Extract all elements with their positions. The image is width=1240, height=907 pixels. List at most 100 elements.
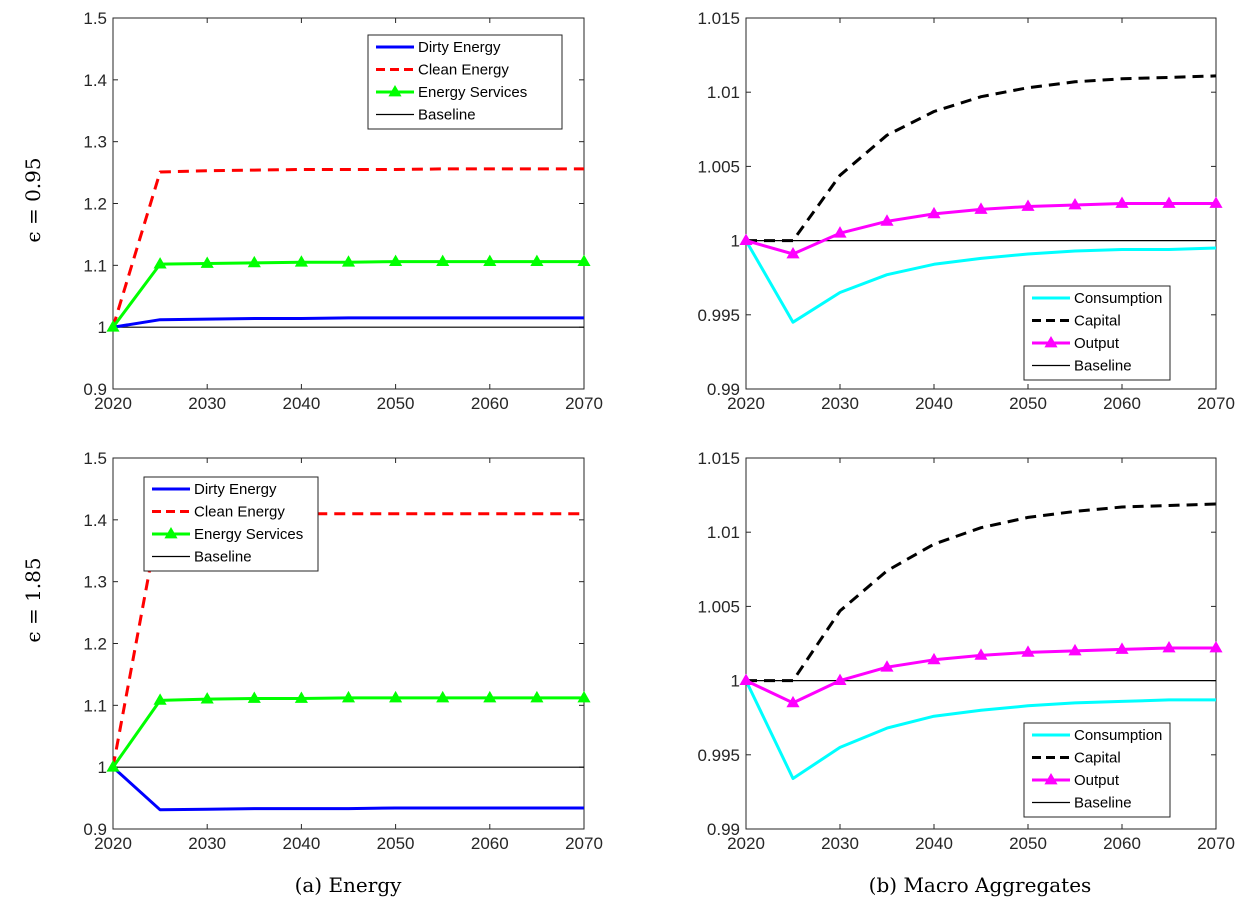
- data-point-output: [1162, 196, 1176, 208]
- x-tick-label: 2040: [282, 834, 320, 853]
- series-line-capital: [746, 502, 1217, 683]
- x-tick-label: 2070: [565, 834, 603, 853]
- legend-label-baseline: Baseline: [1074, 358, 1132, 375]
- y-tick-label: 1.2: [83, 195, 107, 214]
- legend-label-output: Output: [1074, 335, 1120, 352]
- y-tick-label: 0.9: [83, 380, 107, 399]
- data-point-output: [1209, 196, 1223, 208]
- data-point-output: [927, 206, 941, 219]
- series-line-capital: [746, 74, 1217, 243]
- legend-box: [143, 476, 319, 572]
- legend: Consumption Capital Output Baseline: [1023, 285, 1171, 381]
- data-point-output: [1115, 642, 1129, 654]
- data-point-energy-services: [389, 690, 403, 703]
- x-tick-label: 2030: [188, 834, 226, 853]
- row-label-bottom: ϵ = 1.85: [21, 557, 45, 642]
- data-point-output: [1068, 643, 1082, 656]
- data-point-output: [880, 214, 894, 226]
- y-tick-label: 1.1: [83, 256, 107, 275]
- legend-box: [1023, 285, 1171, 381]
- legend: Dirty Energy Clean Energy Energy Services B…: [143, 476, 319, 572]
- x-tick-label: 2020: [727, 394, 765, 413]
- data-point-energy-services: [106, 760, 120, 772]
- legend-label-output: Output: [1074, 772, 1120, 789]
- legend-label-dirty-energy: Dirty Energy: [194, 481, 277, 498]
- legend-label-baseline: Baseline: [1074, 795, 1132, 812]
- data-point-output: [1021, 199, 1035, 211]
- legend-label-consumption: Consumption: [1074, 290, 1162, 307]
- legend-label-baseline: Baseline: [194, 549, 252, 566]
- y-tick-label: 1: [98, 758, 107, 777]
- data-point-output: [786, 246, 800, 259]
- data-point-energy-services: [200, 692, 214, 704]
- legend-label-capital: Capital: [1074, 750, 1121, 767]
- y-tick-label: 1.4: [83, 71, 107, 90]
- y-tick-label: 1.015: [697, 9, 740, 28]
- y-tick-label: 1: [731, 672, 740, 691]
- data-point-output: [1162, 640, 1176, 653]
- data-point-energy-services: [247, 255, 261, 268]
- x-tick-label: 2030: [188, 394, 226, 413]
- chart-macro-top: 2020 2030 2040 2050 2060 2070 0.99 0.995 1 1.005 1…: [697, 9, 1234, 413]
- data-point-energy-services: [153, 257, 167, 269]
- data-point-energy-services: [294, 255, 308, 267]
- series-line-clean-energy: [111, 167, 584, 328]
- x-tick-label: 2030: [821, 834, 859, 853]
- data-point-output: [1021, 645, 1035, 657]
- y-tick-label: 1.2: [83, 635, 107, 654]
- data-point-energy-services: [341, 255, 356, 267]
- x-tick-label: 2020: [94, 834, 132, 853]
- y-tick-label: 1.01: [707, 83, 740, 102]
- x-tick-label: 2050: [1009, 834, 1047, 853]
- y-tick-label: 1.015: [697, 449, 740, 468]
- data-point-energy-services: [436, 254, 450, 267]
- legend-label-clean-energy: Clean Energy: [418, 62, 509, 79]
- data-point-output: [1209, 640, 1223, 653]
- x-tick-label: 2040: [915, 834, 953, 853]
- series-line-dirty-energy: [112, 316, 584, 329]
- x-tick-label: 2070: [1197, 834, 1235, 853]
- data-point-energy-services: [247, 691, 261, 703]
- data-point-energy-services: [389, 254, 403, 267]
- x-tick-label: 2070: [565, 394, 603, 413]
- caption-energy: (a) Energy: [295, 873, 403, 897]
- y-tick-label: 1.005: [697, 157, 740, 176]
- y-tick-label: 0.99: [707, 820, 740, 839]
- x-tick-label: 2040: [915, 394, 953, 413]
- data-point-energy-services: [483, 254, 497, 267]
- row-label-top: ϵ = 0.95: [21, 157, 45, 242]
- charts-layer: 2020 2030 2040 2050 2060 2070 0.9 1 1.1 1.2 1.3 1.4…: [83, 9, 1235, 853]
- y-tick-label: 1.4: [83, 511, 107, 530]
- data-point-output: [880, 660, 894, 672]
- x-tick-label: 2060: [471, 394, 509, 413]
- data-point-output: [739, 233, 753, 245]
- y-tick-label: 0.995: [697, 746, 740, 765]
- data-point-energy-services: [153, 693, 167, 705]
- y-tick-label: 0.9: [83, 820, 107, 839]
- x-tick-label: 2070: [1197, 394, 1235, 413]
- y-tick-label: 1.1: [83, 696, 107, 715]
- chart-energy-bottom: 2020 2030 2040 2050 2060 2070 0.9 1 1.1 1.2 1.3 1.4…: [83, 449, 603, 853]
- data-point-energy-services: [341, 690, 356, 703]
- y-tick-label: 0.995: [697, 306, 740, 325]
- x-tick-label: 2030: [821, 394, 859, 413]
- x-tick-label: 2050: [1009, 394, 1047, 413]
- chart-energy-top: 2020 2030 2040 2050 2060 2070 0.9 1 1.1 1.2 1.3 1.4…: [83, 9, 603, 413]
- data-point-energy-services: [294, 691, 308, 703]
- data-point-output: [833, 226, 847, 238]
- x-tick-label: 2060: [1103, 834, 1141, 853]
- legend-box: [1023, 722, 1171, 818]
- x-tick-label: 2050: [377, 394, 415, 413]
- legend-label-dirty-energy: Dirty Energy: [418, 39, 501, 56]
- x-tick-label: 2020: [727, 834, 765, 853]
- y-tick-label: 1.5: [83, 9, 107, 28]
- data-point-output: [1068, 197, 1082, 210]
- x-tick-label: 2060: [471, 834, 509, 853]
- legend-label-energy-services: Energy Services: [418, 84, 527, 101]
- series-line-consumption: [744, 679, 1216, 780]
- y-tick-label: 1.3: [83, 573, 107, 592]
- legend: Dirty Energy Clean Energy Energy Services B…: [367, 34, 563, 130]
- data-point-output: [974, 202, 988, 214]
- data-point-energy-services: [106, 320, 120, 332]
